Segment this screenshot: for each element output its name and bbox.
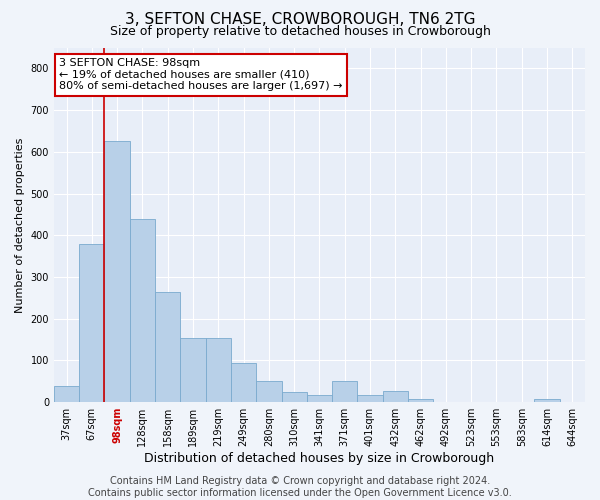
Bar — [54, 386, 79, 402]
Bar — [535, 399, 560, 402]
Bar — [256, 382, 281, 402]
Bar — [408, 399, 433, 402]
Bar — [181, 338, 206, 402]
X-axis label: Distribution of detached houses by size in Crowborough: Distribution of detached houses by size … — [145, 452, 494, 465]
Text: 3 SEFTON CHASE: 98sqm
← 19% of detached houses are smaller (410)
80% of semi-det: 3 SEFTON CHASE: 98sqm ← 19% of detached … — [59, 58, 343, 92]
Title: 3, SEFTON CHASE, CROWBOROUGH, TN6 2TG
Size of property relative to detached hous: 3, SEFTON CHASE, CROWBOROUGH, TN6 2TG Si… — [0, 499, 1, 500]
Bar — [130, 220, 155, 402]
Bar — [383, 390, 408, 402]
Bar — [281, 392, 307, 402]
Bar — [104, 142, 130, 402]
Bar — [155, 292, 181, 402]
Bar — [206, 338, 231, 402]
Bar — [307, 394, 332, 402]
Bar — [332, 382, 358, 402]
Text: Contains HM Land Registry data © Crown copyright and database right 2024.
Contai: Contains HM Land Registry data © Crown c… — [88, 476, 512, 498]
Text: 3, SEFTON CHASE, CROWBOROUGH, TN6 2TG: 3, SEFTON CHASE, CROWBOROUGH, TN6 2TG — [125, 12, 475, 28]
Text: Size of property relative to detached houses in Crowborough: Size of property relative to detached ho… — [110, 25, 490, 38]
Bar — [231, 362, 256, 402]
Bar — [358, 394, 383, 402]
Y-axis label: Number of detached properties: Number of detached properties — [15, 137, 25, 312]
Bar — [79, 244, 104, 402]
